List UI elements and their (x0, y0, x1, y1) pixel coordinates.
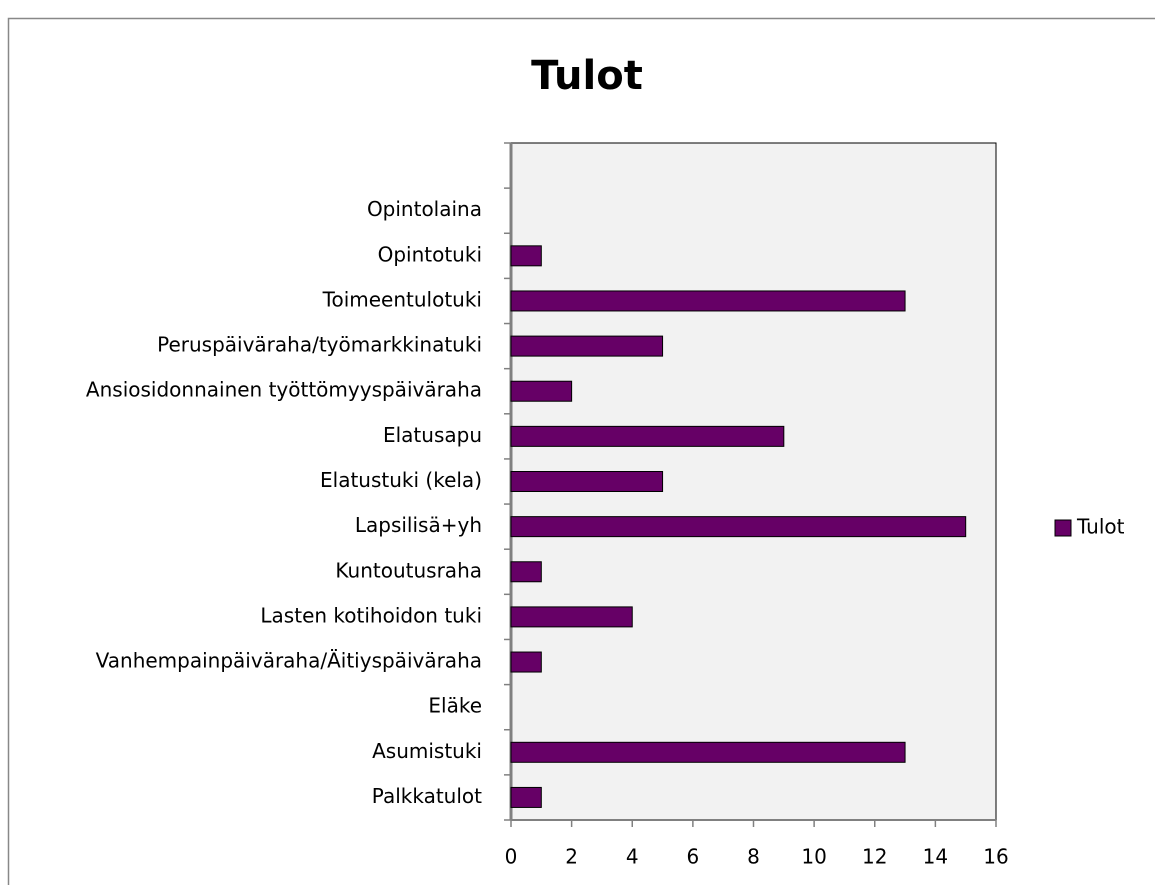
bar (510, 651, 542, 673)
bar (510, 561, 542, 583)
y-tick-label: Asumistuki (372, 739, 482, 763)
y-tick-label: Lasten kotihoidon tuki (260, 603, 482, 627)
bar (510, 516, 967, 538)
x-tick-label: 6 (687, 845, 700, 869)
x-tick-label: 14 (923, 845, 948, 869)
y-tick-label: Opintolaina (367, 197, 482, 221)
bar (510, 335, 664, 357)
y-tick-label: Peruspäiväraha/työmarkkinatuki (157, 333, 482, 357)
bar (510, 471, 664, 492)
x-tick-label: 12 (862, 845, 887, 869)
bar (510, 425, 785, 447)
x-tick-label: 16 (983, 845, 1008, 869)
chart-title: Tulot (531, 53, 643, 99)
bar (510, 786, 542, 808)
bar (510, 606, 633, 628)
x-tick-label: 0 (505, 845, 518, 869)
legend-swatch (1054, 519, 1072, 537)
y-tick-label: Lapsilisä+yh (355, 513, 482, 537)
x-tick-label: 10 (801, 845, 826, 869)
y-tick-label: Vanhempainpäiväraha/Äitiyspäiväraha (96, 649, 482, 673)
y-tick-label: Opintotuki (378, 242, 482, 266)
x-tick-label: 2 (565, 845, 578, 869)
y-tick-label: Elatustuki (kela) (320, 468, 482, 492)
bar (510, 290, 906, 312)
bar (510, 741, 906, 763)
y-tick-label: Ansiosidonnainen työttömyyspäiväraha (86, 378, 482, 402)
x-tick-label: 8 (747, 845, 760, 869)
y-tick-label: Eläke (428, 694, 482, 718)
y-tick-label: Palkkatulot (372, 784, 482, 808)
bar (510, 380, 573, 402)
legend-label: Tulot (1076, 515, 1125, 539)
x-tick-label: 4 (626, 845, 639, 869)
y-tick-label: Elatusapu (383, 423, 482, 447)
y-tick-label: Kuntoutusraha (335, 558, 482, 582)
bar (510, 245, 542, 267)
y-tick-label: Toimeentulotuki (322, 287, 482, 311)
